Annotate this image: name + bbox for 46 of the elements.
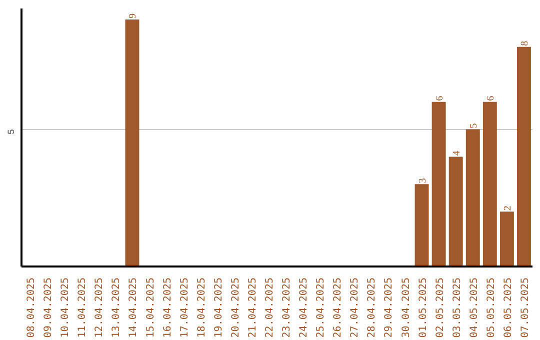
x-tick-label: 04.05.2025 (468, 277, 480, 338)
bar (500, 212, 514, 266)
data-label: 4 (451, 150, 462, 156)
bar (482, 102, 497, 266)
x-tick-label: 18.04.2025 (196, 277, 208, 338)
x-tick-label: 16.04.2025 (162, 277, 174, 338)
x-tick-label: 30.04.2025 (400, 277, 412, 338)
data-label: 9 (128, 13, 139, 18)
x-tick-label: 23.04.2025 (282, 277, 293, 338)
x-tick-label: 02.05.2025 (434, 277, 446, 338)
x-tick-label: 08.04.2025 (26, 277, 38, 338)
data-label: 5 (468, 123, 480, 128)
x-tick-label: 12.04.2025 (94, 277, 106, 338)
bar (432, 102, 446, 266)
bar (517, 46, 531, 266)
data-label: 3 (417, 178, 428, 184)
x-tick-label: 15.04.2025 (145, 277, 156, 338)
x-tick-label: 17.04.2025 (179, 277, 190, 338)
x-tick-label: 20.04.2025 (230, 277, 242, 338)
x-tick-label: 24.04.2025 (298, 277, 310, 338)
x-tick-label: 10.04.2025 (60, 277, 72, 338)
bar (414, 184, 429, 266)
x-tick-label: 09.04.2025 (43, 277, 54, 338)
x-tick-label: 03.05.2025 (452, 277, 463, 338)
data-label: 6 (434, 96, 446, 101)
bar (125, 19, 140, 266)
x-tick-label: 19.04.2025 (213, 277, 224, 338)
x-tick-label: 25.04.2025 (316, 277, 327, 338)
data-label: 2 (502, 206, 514, 211)
x-tick-label: 07.05.2025 (520, 277, 531, 338)
x-tick-label: 29.04.2025 (384, 277, 395, 338)
x-tick-label: 06.05.2025 (502, 277, 514, 338)
x-tick-label: 26.04.2025 (332, 277, 344, 338)
data-label: 6 (485, 96, 496, 101)
data-label: 8 (519, 40, 530, 46)
x-tick-label: 28.04.2025 (366, 277, 378, 338)
x-tick-label: 14.04.2025 (128, 277, 140, 338)
bar (466, 129, 480, 266)
x-tick-label: 22.04.2025 (264, 277, 276, 338)
x-tick-label: 05.05.2025 (486, 277, 497, 338)
x-tick-label: 21.04.2025 (247, 277, 258, 338)
x-tick-label: 27.04.2025 (350, 277, 361, 338)
bar (448, 156, 463, 266)
x-tick-label: 01.05.2025 (418, 277, 429, 338)
x-tick-label: 11.04.2025 (77, 277, 88, 338)
x-tick-label: 13.04.2025 (111, 277, 122, 338)
